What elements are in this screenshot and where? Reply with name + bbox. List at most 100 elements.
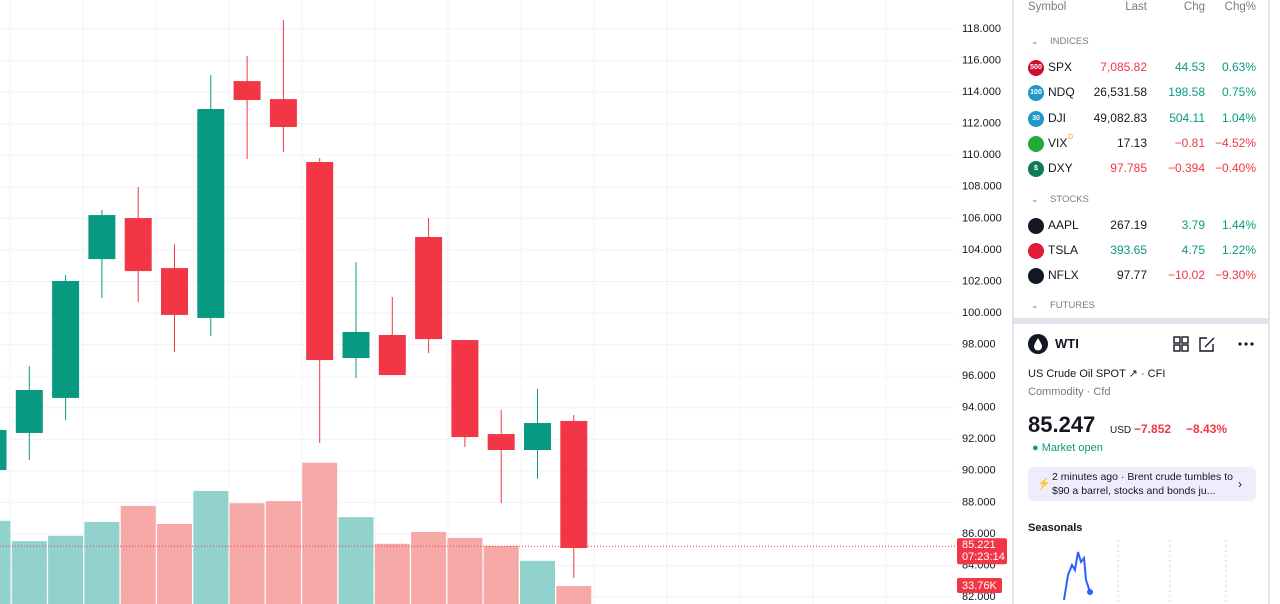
column-header: Last (1125, 1, 1147, 13)
change-pct: 1.22% (1221, 242, 1256, 257)
volume-bar (520, 560, 555, 604)
y-tick-label: 82.000 (962, 591, 996, 603)
change: −7.852 (1134, 422, 1172, 436)
candle-body (52, 281, 80, 398)
news-card[interactable]: ⚡ 2 minutes ago · Brent crude tumbles to… (1028, 467, 1256, 501)
toolbar-icons[interactable] (1172, 335, 1262, 353)
change-pct: −9.30% (1214, 268, 1256, 283)
instrument-name: US Crude Oil SPOT (1028, 368, 1126, 380)
candle-body (378, 334, 406, 376)
change-pct: 1.44% (1221, 217, 1256, 232)
y-tick-label: 88.000 (962, 496, 996, 508)
volume-bar (447, 537, 483, 604)
news-time: 2 minutes ago (1052, 471, 1118, 483)
section-chevron: ⌄ (1031, 300, 1039, 311)
volume-bar (84, 521, 120, 604)
change-pct: 0.63% (1221, 60, 1256, 74)
volume-bar (0, 520, 11, 604)
volume-bar (411, 532, 447, 604)
category: Commodity (1028, 386, 1084, 398)
countdown: 07:23:14 (962, 551, 1005, 563)
change-pct: −0.40% (1214, 161, 1256, 176)
volume-bar (48, 535, 84, 604)
last: 17.13 (1116, 135, 1147, 150)
y-tick-label: 114.000 (962, 86, 1001, 98)
name-line: US Crude Oil SPOT ↗ · CFI (1028, 368, 1166, 380)
volume-label-box (957, 578, 1002, 593)
volume-bar (11, 541, 47, 604)
volume-bar (483, 545, 519, 604)
chart: 82.00084.00086.00088.00090.00092.00094.0… (0, 0, 1007, 604)
candle-body (0, 429, 7, 471)
divider (1012, 0, 1014, 604)
symbol: SPX (1048, 60, 1073, 74)
news-icon: ⚡ (1037, 478, 1051, 490)
y-tick-label: 104.000 (962, 244, 1002, 256)
change-pct: −8.43% (1186, 422, 1228, 436)
y-tick-label: 92.000 (962, 433, 996, 445)
volume-bar (265, 501, 301, 604)
y-tick-label: 112.000 (962, 118, 1001, 130)
symbol: DJI (1048, 110, 1066, 125)
section-title: INDICES (1050, 36, 1089, 47)
y-tick-label: 116.000 (962, 54, 1001, 66)
change: −0.81 (1174, 135, 1205, 150)
news-text: Brent crude tumbles to $90 a barrel, sto… (1052, 471, 1233, 497)
currency: USD (1110, 425, 1132, 436)
change: 504.11 (1169, 110, 1205, 125)
y-tick-label: 98.000 (962, 339, 996, 351)
symbol: TSLA (1048, 242, 1079, 257)
symbol: NDQ (1048, 85, 1075, 100)
symbol-icon (1028, 135, 1044, 152)
symbol-flag: D (1068, 133, 1074, 141)
symbol-icon (1028, 268, 1044, 285)
volume-bar (338, 517, 374, 604)
candle-body (88, 215, 116, 260)
last: 7,085.82 (1100, 60, 1147, 74)
last-price-box (957, 538, 1007, 565)
last: 267.19 (1110, 217, 1147, 232)
volume-bar (120, 505, 156, 604)
volume-bar (193, 490, 229, 604)
last: 26,531.58 (1093, 85, 1147, 100)
volume-bar (157, 524, 192, 604)
candle-body (487, 434, 515, 451)
change: 44.53 (1174, 60, 1205, 74)
symbol-icon: 500 (1028, 60, 1044, 76)
candle-body (15, 390, 43, 433)
y-tick-label: 110.000 (962, 149, 1001, 161)
y-tick-label: 86.000 (962, 528, 996, 540)
candle-body (415, 236, 443, 340)
volume-bar (229, 503, 265, 604)
y-tick-label: 94.000 (962, 402, 996, 414)
y-tick-label: 96.000 (962, 370, 996, 382)
seasonals-chart (1063, 540, 1227, 604)
symbol: DXY (1048, 161, 1073, 176)
last: 97.77 (1116, 268, 1147, 283)
change: −10.02 (1167, 268, 1205, 283)
symbol-icon: 100 (1028, 85, 1044, 102)
section-chevron: ⌄ (1031, 36, 1039, 46)
market-status: ● Market open (1032, 442, 1103, 454)
candle-body (161, 268, 188, 315)
change: 4.75 (1181, 242, 1205, 257)
status-text: Market open (1041, 442, 1103, 454)
column-header: Chg% (1224, 1, 1256, 13)
y-tick-label: 100.000 (962, 307, 1002, 319)
volume-bar (556, 586, 592, 604)
change: −0.394 (1167, 161, 1205, 176)
last: 393.65 (1110, 242, 1147, 257)
change: 3.79 (1181, 217, 1205, 232)
news: 2 minutes ago · Brent crude tumbles to $… (1052, 471, 1233, 497)
seasonals-title: Seasonals (1028, 522, 1083, 534)
price: 85.247 (1028, 412, 1096, 437)
candle-body (451, 340, 479, 438)
category-line: Commodity · Cfd (1028, 386, 1111, 398)
candle-body (269, 99, 297, 128)
y-tick-label: 108.000 (962, 181, 1002, 193)
symbol-icon (1028, 242, 1044, 259)
exchange: CFI (1147, 368, 1166, 380)
symbol: NFLX (1048, 268, 1079, 283)
news-arrow: › (1238, 477, 1242, 491)
